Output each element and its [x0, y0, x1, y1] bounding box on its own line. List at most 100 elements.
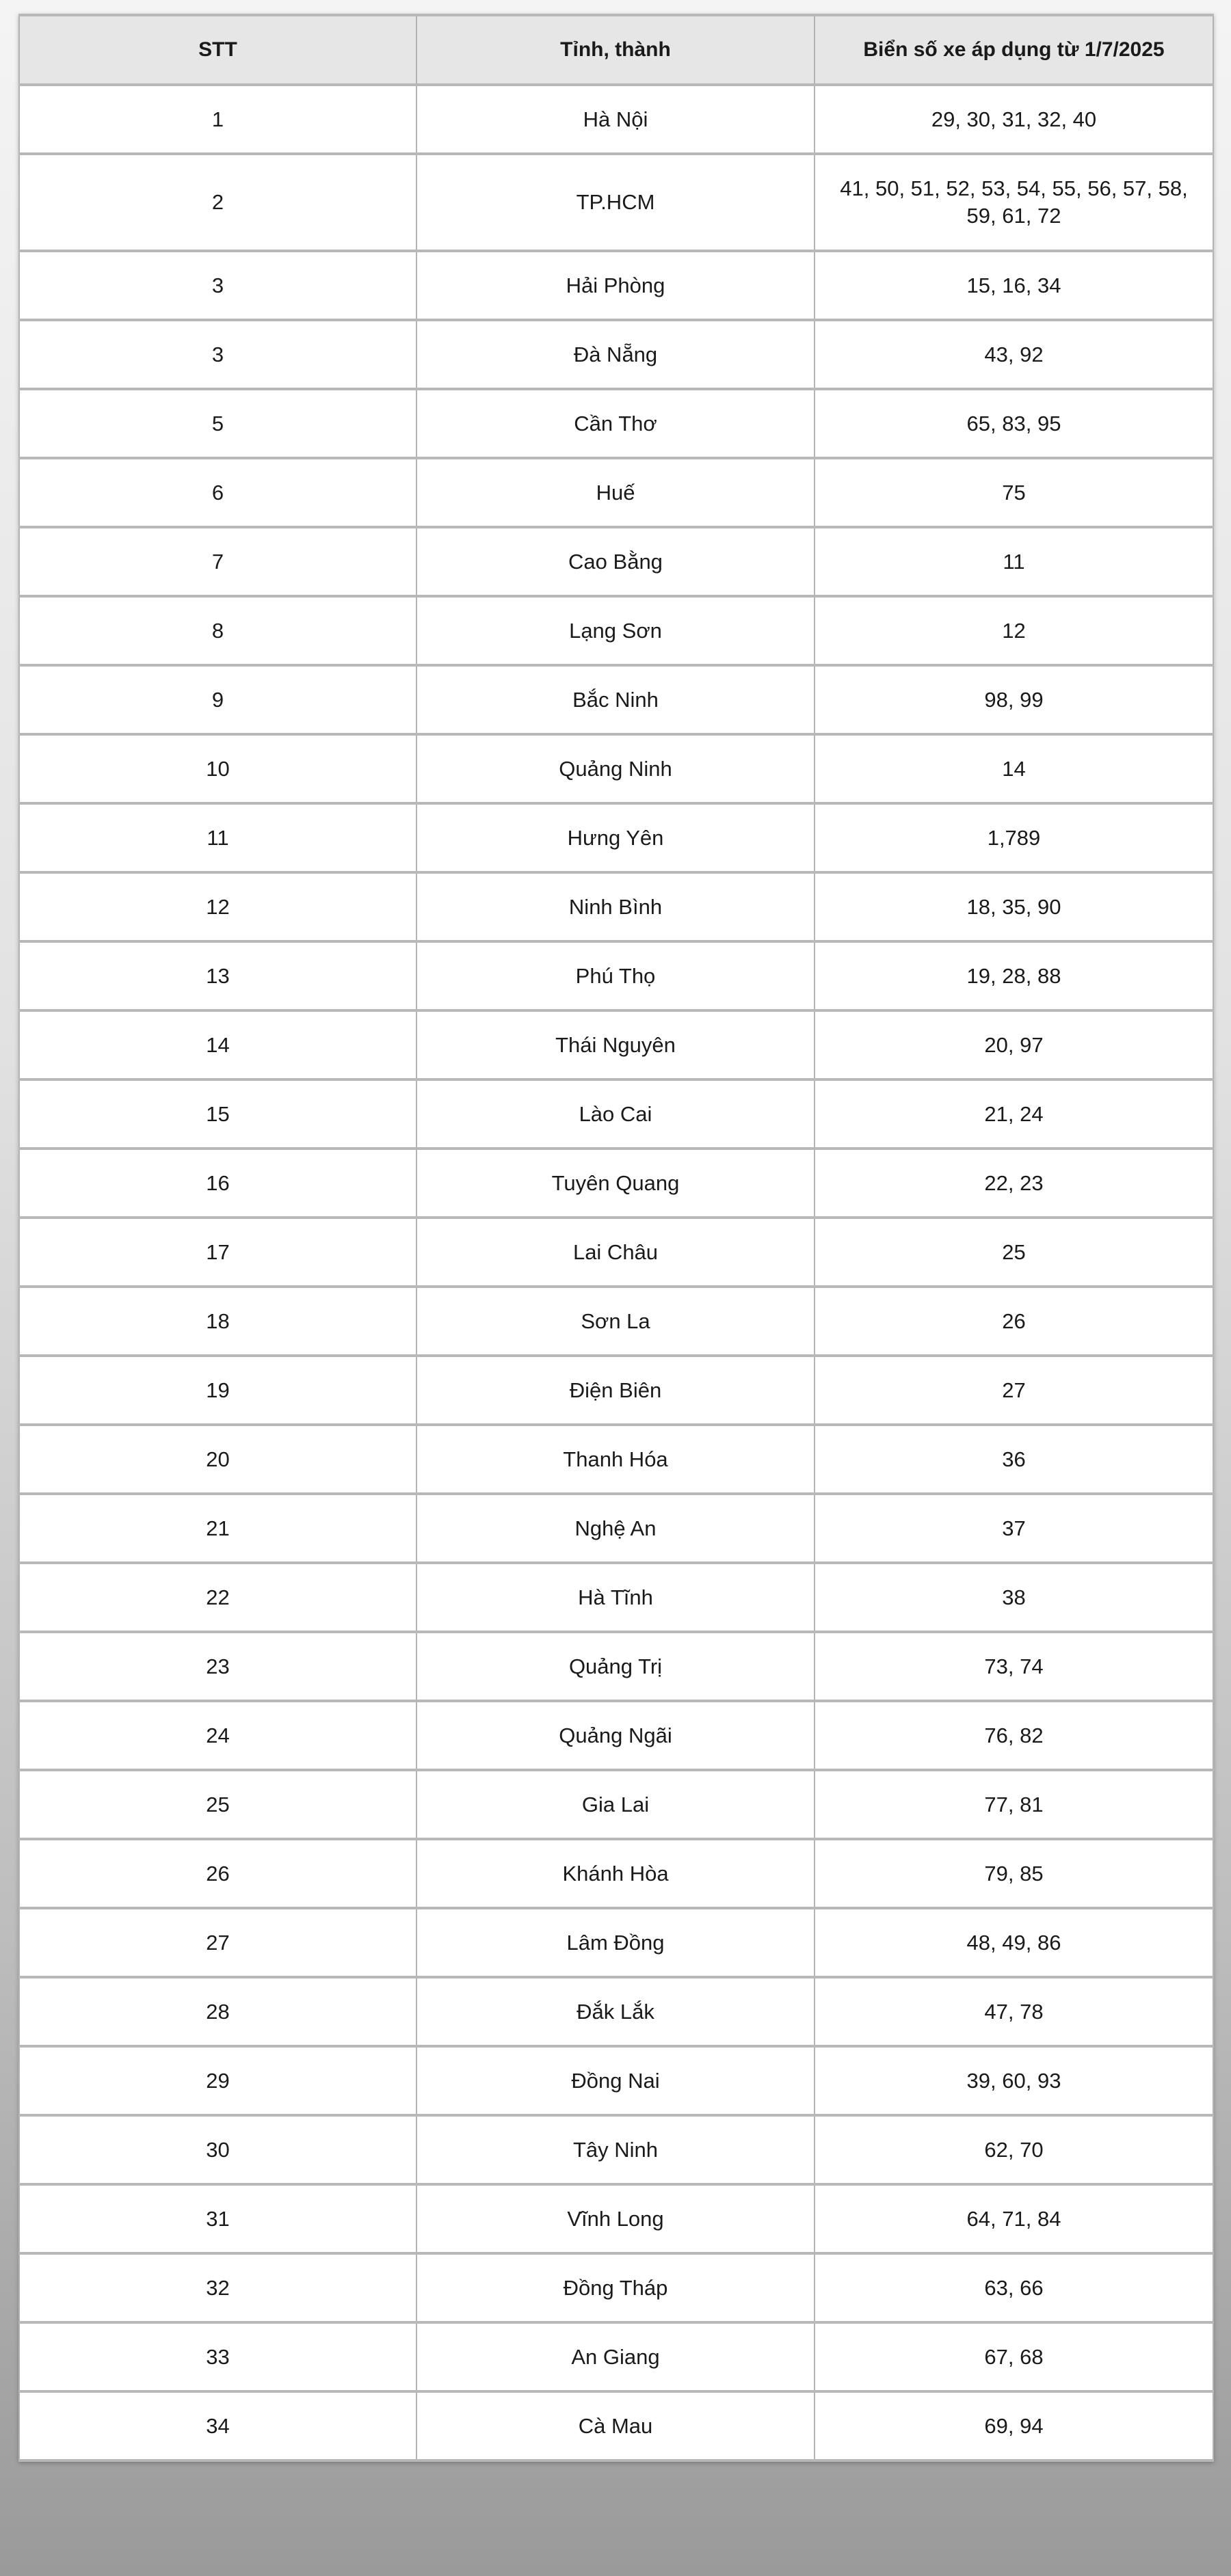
cell-stt: 1	[18, 83, 417, 155]
cell-province: Cà Mau	[416, 2390, 815, 2462]
cell-province: Khánh Hòa	[416, 1838, 815, 1909]
cell-stt: 2	[18, 152, 417, 252]
cell-province: Nghệ An	[416, 1492, 815, 1564]
table-row: 24 Quảng Ngãi 76, 82	[18, 1700, 1214, 1771]
cell-plates: 1,789	[814, 802, 1214, 874]
cell-stt: 13	[18, 940, 417, 1012]
cell-plates: 38	[814, 1561, 1214, 1633]
cell-stt: 16	[18, 1147, 417, 1219]
cell-province: Điện Biên	[416, 1354, 815, 1426]
cell-province: Thanh Hóa	[416, 1423, 815, 1495]
table-row: 21 Nghệ An 37	[18, 1492, 1214, 1564]
cell-province: Hưng Yên	[416, 802, 815, 874]
cell-stt: 10	[18, 733, 417, 805]
cell-stt: 26	[18, 1838, 417, 1909]
cell-stt: 24	[18, 1700, 417, 1771]
table-row: 34 Cà Mau 69, 94	[18, 2390, 1214, 2462]
table-row: 9 Bắc Ninh 98, 99	[18, 664, 1214, 736]
cell-plates: 36	[814, 1423, 1214, 1495]
cell-plates: 48, 49, 86	[814, 1907, 1214, 1978]
cell-plates: 29, 30, 31, 32, 40	[814, 83, 1214, 155]
cell-province: Đắk Lắk	[416, 1976, 815, 2048]
cell-plates: 65, 83, 95	[814, 388, 1214, 459]
cell-stt: 9	[18, 664, 417, 736]
cell-stt: 25	[18, 1769, 417, 1840]
cell-plates: 37	[814, 1492, 1214, 1564]
table-row: 1 Hà Nội 29, 30, 31, 32, 40	[18, 83, 1214, 155]
cell-province: Sơn La	[416, 1285, 815, 1357]
table-row: 18 Sơn La 26	[18, 1285, 1214, 1357]
table-row: 27 Lâm Đồng 48, 49, 86	[18, 1907, 1214, 1978]
cell-plates: 62, 70	[814, 2114, 1214, 2186]
cell-province: Gia Lai	[416, 1769, 815, 1840]
cell-stt: 33	[18, 2321, 417, 2393]
cell-province: Lai Châu	[416, 1216, 815, 1288]
cell-stt: 12	[18, 871, 417, 943]
cell-province: Quảng Ngãi	[416, 1700, 815, 1771]
cell-plates: 98, 99	[814, 664, 1214, 736]
table-row: 22 Hà Tĩnh 38	[18, 1561, 1214, 1633]
cell-stt: 29	[18, 2045, 417, 2117]
cell-stt: 14	[18, 1009, 417, 1081]
table-row: 8 Lạng Sơn 12	[18, 595, 1214, 667]
cell-stt: 20	[18, 1423, 417, 1495]
table-row: 12 Ninh Bình 18, 35, 90	[18, 871, 1214, 943]
cell-plates: 11	[814, 526, 1214, 598]
cell-stt: 22	[18, 1561, 417, 1633]
cell-plates: 20, 97	[814, 1009, 1214, 1081]
cell-stt: 15	[18, 1078, 417, 1150]
cell-stt: 3	[18, 319, 417, 390]
cell-stt: 21	[18, 1492, 417, 1564]
cell-province: Đà Nẵng	[416, 319, 815, 390]
table-row: 19 Điện Biên 27	[18, 1354, 1214, 1426]
cell-plates: 69, 94	[814, 2390, 1214, 2462]
table-row: 3 Đà Nẵng 43, 92	[18, 319, 1214, 390]
table-row: 11 Hưng Yên 1,789	[18, 802, 1214, 874]
cell-province: Thái Nguyên	[416, 1009, 815, 1081]
table-row: 5 Cần Thơ 65, 83, 95	[18, 388, 1214, 459]
cell-province: Cần Thơ	[416, 388, 815, 459]
cell-plates: 26	[814, 1285, 1214, 1357]
cell-stt: 32	[18, 2252, 417, 2324]
cell-stt: 34	[18, 2390, 417, 2462]
cell-plates: 39, 60, 93	[814, 2045, 1214, 2117]
cell-province: Đồng Nai	[416, 2045, 815, 2117]
cell-plates: 43, 92	[814, 319, 1214, 390]
cell-province: Hà Nội	[416, 83, 815, 155]
table-row: 28 Đắk Lắk 47, 78	[18, 1976, 1214, 2048]
table-row: 17 Lai Châu 25	[18, 1216, 1214, 1288]
table-row: 3 Hải Phòng 15, 16, 34	[18, 250, 1214, 321]
cell-plates: 18, 35, 90	[814, 871, 1214, 943]
cell-stt: 27	[18, 1907, 417, 1978]
cell-province: Quảng Trị	[416, 1631, 815, 1702]
cell-plates: 73, 74	[814, 1631, 1214, 1702]
cell-province: Hà Tĩnh	[416, 1561, 815, 1633]
cell-province: Quảng Ninh	[416, 733, 815, 805]
cell-stt: 3	[18, 250, 417, 321]
cell-stt: 6	[18, 457, 417, 528]
cell-province: Tây Ninh	[416, 2114, 815, 2186]
cell-plates: 76, 82	[814, 1700, 1214, 1771]
table-row: 26 Khánh Hòa 79, 85	[18, 1838, 1214, 1909]
cell-province: Lâm Đồng	[416, 1907, 815, 1978]
cell-stt: 31	[18, 2183, 417, 2255]
table-row: 14 Thái Nguyên 20, 97	[18, 1009, 1214, 1081]
cell-plates: 79, 85	[814, 1838, 1214, 1909]
cell-plates: 25	[814, 1216, 1214, 1288]
cell-province: Đồng Tháp	[416, 2252, 815, 2324]
cell-plates: 21, 24	[814, 1078, 1214, 1150]
cell-plates: 19, 28, 88	[814, 940, 1214, 1012]
table-row: 23 Quảng Trị 73, 74	[18, 1631, 1214, 1702]
cell-plates: 75	[814, 457, 1214, 528]
table-row: 32 Đồng Tháp 63, 66	[18, 2252, 1214, 2324]
header-province: Tỉnh, thành	[416, 14, 815, 86]
cell-province: An Giang	[416, 2321, 815, 2393]
header-row: STT Tỉnh, thành Biển số xe áp dụng từ 1/…	[18, 14, 1214, 86]
table-row: 7 Cao Bằng 11	[18, 526, 1214, 598]
cell-stt: 11	[18, 802, 417, 874]
header-plates: Biển số xe áp dụng từ 1/7/2025	[814, 14, 1214, 86]
cell-plates: 47, 78	[814, 1976, 1214, 2048]
cell-province: Tuyên Quang	[416, 1147, 815, 1219]
cell-province: Ninh Bình	[416, 871, 815, 943]
table-row: 29 Đồng Nai 39, 60, 93	[18, 2045, 1214, 2117]
